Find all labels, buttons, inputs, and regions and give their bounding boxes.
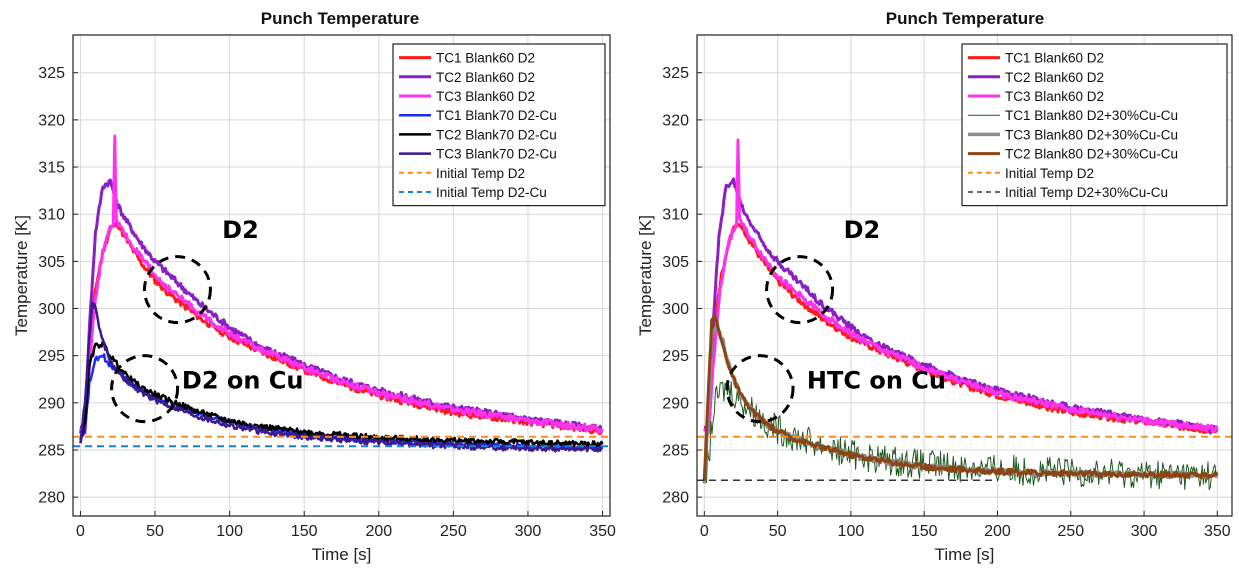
x-axis-label: Time [s] (935, 545, 995, 564)
legend-entry: Initial Temp D2 (1005, 166, 1094, 181)
y-tick-label: 325 (38, 65, 65, 82)
legend-entry: TC2 Blank80 D2+30%Cu-Cu (1005, 147, 1178, 162)
legend-entry: TC3 Blank60 D2 (436, 89, 535, 104)
legend-entry: TC3 Blank80 D2+30%Cu-Cu (1005, 127, 1178, 142)
x-tick-label: 350 (1204, 523, 1231, 540)
legend-entry: Initial Temp D2-Cu (436, 185, 547, 200)
x-tick-label: 50 (769, 523, 787, 540)
legend-entry: TC1 Blank70 D2-Cu (436, 108, 557, 123)
x-tick-label: 50 (146, 523, 164, 540)
x-tick-label: 200 (365, 523, 392, 540)
x-tick-label: 150 (911, 523, 938, 540)
legend-box (392, 43, 606, 207)
y-tick-label: 315 (38, 160, 65, 177)
y-tick-label: 310 (38, 207, 65, 224)
chart-title: Punch Temperature (261, 9, 419, 28)
y-tick-label: 310 (662, 207, 689, 224)
x-tick-label: 200 (984, 523, 1011, 540)
series-group (697, 138, 1232, 490)
legend-entry: TC1 Blank60 D2 (436, 51, 535, 66)
chart-right: Punch Temperature 0 50 100 150 200 250 300 350 28… (636, 9, 1233, 564)
axes-box (72, 34, 611, 517)
annotation-label: D2 on Cu (182, 367, 304, 395)
x-axis-label: Time [s] (312, 545, 372, 564)
y-tick-label: 320 (662, 112, 689, 129)
y-tick-label: 295 (662, 348, 689, 365)
annotation-circle (765, 255, 835, 325)
legend-entry: TC2 Blank70 D2-Cu (436, 127, 557, 142)
y-tick-label: 325 (662, 65, 689, 82)
series-line-5 (702, 313, 1219, 481)
x-tick-label: 300 (1131, 523, 1158, 540)
y-tick-label: 315 (662, 160, 689, 177)
legend-entry: TC1 Blank60 D2 (1005, 51, 1104, 66)
annotation-label: D2 (222, 216, 259, 244)
y-tick-label: 295 (38, 348, 65, 365)
annotation-label: D2 (844, 216, 881, 244)
x-tick-label: 100 (216, 523, 243, 540)
y-tick-label: 285 (662, 442, 689, 459)
annotation-circle (725, 354, 795, 424)
legend-entry: TC1 Blank80 D2+30%Cu-Cu (1005, 108, 1178, 123)
y-axis-label: Temperature [K] (12, 215, 31, 336)
y-tick-label: 290 (38, 395, 65, 412)
y-tick-label: 320 (38, 112, 65, 129)
annotation-circle (142, 255, 212, 325)
series-group (73, 134, 610, 453)
legend-entry: Initial Temp D2 (436, 166, 525, 181)
series-line-2 (703, 138, 1219, 436)
y-tick-label: 305 (662, 254, 689, 271)
legend-entry: Initial Temp D2+30%Cu-Cu (1005, 185, 1168, 200)
y-tick-label: 285 (38, 442, 65, 459)
x-tick-label: 300 (515, 523, 542, 540)
legend-box (961, 43, 1228, 207)
y-axis-label: Temperature [K] (636, 215, 655, 336)
x-tick-label: 150 (291, 523, 318, 540)
x-tick-label: 250 (1057, 523, 1084, 540)
x-tick-label: 0 (700, 523, 709, 540)
axes-box (696, 34, 1233, 517)
y-tick-label: 280 (662, 490, 689, 507)
series-line-5 (79, 301, 604, 453)
x-tick-label: 250 (440, 523, 467, 540)
legend-entry: TC3 Blank60 D2 (1005, 89, 1104, 104)
y-tick-label: 280 (38, 490, 65, 507)
chart-title: Punch Temperature (886, 9, 1044, 28)
annotation-circle (110, 354, 180, 424)
annotation-label: HTC on Cu (807, 367, 946, 395)
legend-entry: TC3 Blank70 D2-Cu (436, 147, 557, 162)
y-tick-label: 300 (662, 301, 689, 318)
x-tick-label: 100 (838, 523, 865, 540)
y-tick-label: 300 (38, 301, 65, 318)
series-line-2 (79, 134, 604, 436)
y-tick-label: 305 (38, 254, 65, 271)
x-tick-label: 0 (76, 523, 85, 540)
y-tick-label: 290 (662, 395, 689, 412)
legend-entry: TC2 Blank60 D2 (436, 70, 535, 85)
x-tick-label: 350 (589, 523, 616, 540)
chart-left: Punch Temperature 0 50 100 150 200 250 300 350 28… (12, 9, 616, 564)
legend-entry: TC2 Blank60 D2 (1005, 70, 1104, 85)
